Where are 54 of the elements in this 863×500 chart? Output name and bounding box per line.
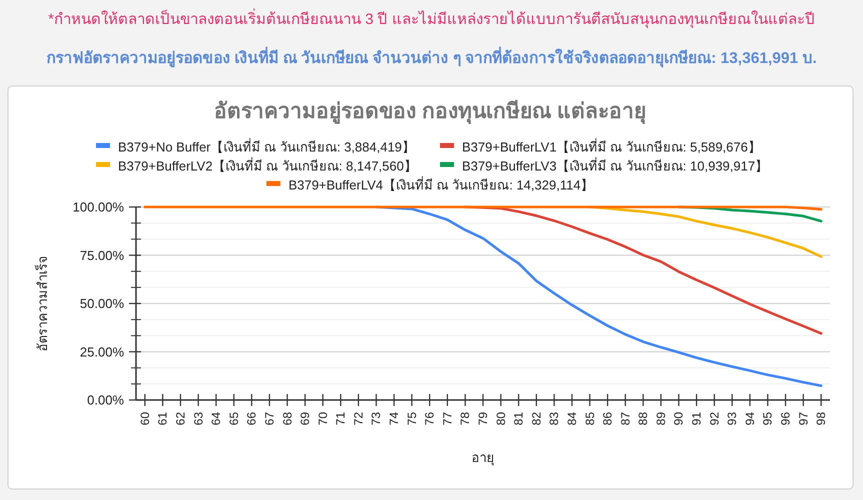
x-tick-label: 64 xyxy=(209,412,224,426)
x-tick-label: 93 xyxy=(725,412,740,426)
x-tick-label: 78 xyxy=(458,412,472,426)
x-tick-label: 76 xyxy=(422,412,437,426)
x-tick-label: 79 xyxy=(476,412,490,426)
x-tick-label: 68 xyxy=(280,412,294,426)
legend-label: B379+BufferLV3【เงินที่มี ณ วันเกษียณ: 10,939,917】 xyxy=(462,157,768,174)
x-tick-label: 88 xyxy=(636,412,650,426)
x-tick-label: 73 xyxy=(369,412,384,426)
x-tick-label: 69 xyxy=(298,412,312,426)
chart-title: อัตราความอยู่รอดของ กองทุนเกษียณ แต่ละอายุ xyxy=(214,99,646,125)
legend-label: B379+BufferLV4【เงินที่มี ณ วันเกษียณ: 14,329,114】 xyxy=(288,176,594,192)
x-tick-label: 71 xyxy=(334,412,348,426)
text: *กำหนดให้ตลาดเป็นขาลงตอนเริ่มต้นเกษียณนาน 3 ปี และไม่มีแหล่งรายได้แบบการันตีสนับสนุนกองทุนเกษียณในแต่ละปี xyxy=(48,8,815,29)
x-tick-label: 84 xyxy=(564,412,579,426)
x-tick-label: 81 xyxy=(512,412,526,426)
y-tick-label: 100.00% xyxy=(72,200,124,214)
legend-label: B379+No Buffer【เงินที่มี ณ วันเกษียณ: 3,884,419】 xyxy=(118,138,415,154)
x-tick-label: 98 xyxy=(814,412,828,426)
x-tick-label: 94 xyxy=(742,412,757,426)
x-tick-label: 61 xyxy=(156,412,170,426)
x-tick-label: 83 xyxy=(547,412,562,426)
y-axis-title: อัตราความสำเร็จ xyxy=(33,256,50,352)
x-tick-label: 82 xyxy=(529,412,544,426)
x-tick-label: 97 xyxy=(796,412,810,426)
x-tick-label: 85 xyxy=(582,412,597,426)
text: กราฟอัตราความอยู่รอดของ เงินที่มี ณ วันเกษียณ จำนวนต่าง ๆ จากที่ต้องการใช้จริงตลอดอายุเกษียณ: 13,361,991 บ. xyxy=(46,46,817,69)
x-tick-label: 74 xyxy=(387,412,402,426)
x-tick-label: 63 xyxy=(191,412,206,426)
y-tick-label: 25.00% xyxy=(80,344,124,360)
y-tick-label: 50.00% xyxy=(80,296,124,311)
x-tick-label: 89 xyxy=(654,412,668,426)
x-tick-label: 86 xyxy=(600,412,615,426)
x-tick-label: 87 xyxy=(618,412,632,426)
x-tick-label: 62 xyxy=(173,412,188,426)
x-tick-label: 67 xyxy=(262,412,276,426)
x-tick-label: 70 xyxy=(316,412,330,426)
x-tick-label: 96 xyxy=(778,412,793,426)
legend-label: B379+BufferLV1【เงินที่มี ณ วันเกษียณ: 5,589,676】 xyxy=(462,138,761,154)
x-tick-label: 95 xyxy=(760,412,775,426)
x-tick-label: 66 xyxy=(244,412,259,426)
x-tick-label: 77 xyxy=(440,412,454,426)
y-tick-label: 0.00% xyxy=(87,392,124,408)
y-tick-label: 75.00% xyxy=(80,248,124,263)
x-tick-label: 90 xyxy=(672,412,686,426)
x-axis-title: อายุ xyxy=(472,450,494,466)
x-tick-label: 80 xyxy=(494,412,508,426)
x-tick-label: 60 xyxy=(138,412,152,426)
x-tick-label: 65 xyxy=(226,412,241,426)
x-tick-label: 75 xyxy=(404,412,419,426)
legend-label: B379+BufferLV2【เงินที่มี ณ วันเกษียณ: 8,147,560】 xyxy=(118,157,417,174)
x-tick-label: 91 xyxy=(690,412,704,426)
x-tick-label: 72 xyxy=(351,412,366,426)
x-tick-label: 92 xyxy=(707,412,722,426)
